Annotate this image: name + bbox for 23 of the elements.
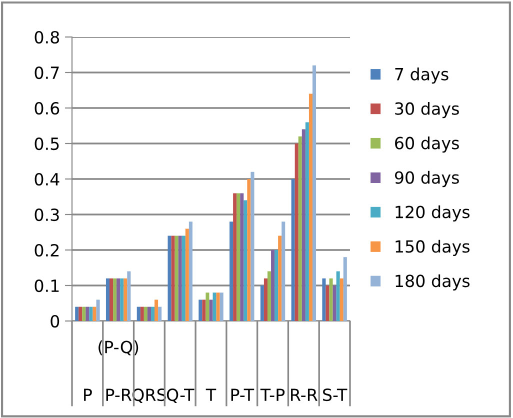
legend-label: 120 days (396, 205, 470, 222)
legend-label: 60 days (395, 136, 459, 153)
y-tick-label: 0.4 (34, 172, 60, 186)
x-tick-label: T-P (260, 388, 285, 401)
y-tick-label: 0.7 (34, 66, 59, 80)
y-tick-label: 0.6 (34, 102, 60, 115)
y-tick-label: 0 (50, 314, 60, 328)
x-tick-label: T (206, 388, 216, 401)
legend-label: 90 days (394, 170, 459, 188)
legend-label: 30 days (395, 102, 459, 118)
legend-label: 180 days (396, 274, 470, 290)
x-tick-label: P (84, 388, 92, 401)
y-tick-label: 0.1 (34, 279, 59, 292)
x-tick-label: Q-T (166, 388, 194, 404)
legend-label: 150 days (396, 240, 470, 256)
y-tick-label: 0.8 (34, 30, 60, 44)
legend-label: 7 days (395, 68, 448, 84)
y-tick-label: 0.5 (34, 137, 59, 150)
x-tick-label: P-T (231, 388, 254, 401)
y-tick-label: 0.2 (34, 244, 59, 257)
x-tick-label: S-T (323, 388, 348, 402)
y-tick-label: 0.3 (34, 208, 59, 222)
x-tick-label: R-R (291, 388, 318, 401)
